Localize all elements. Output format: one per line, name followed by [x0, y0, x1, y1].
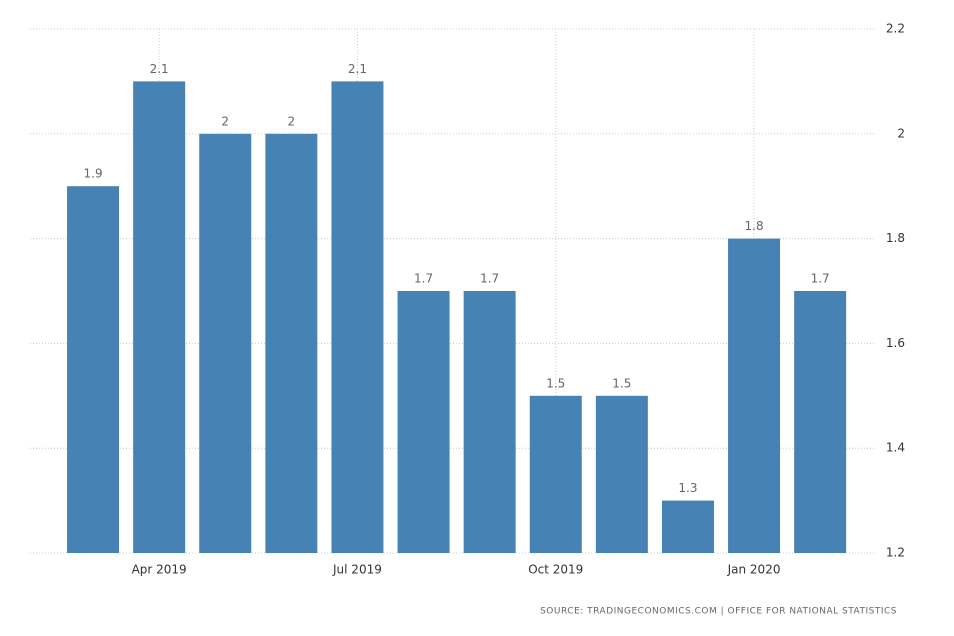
y-tick-label: 1.2 — [886, 546, 905, 560]
value-label: 1.3 — [678, 481, 697, 495]
value-label: 1.7 — [811, 272, 830, 286]
y-tick-label: 2 — [897, 126, 905, 140]
value-label: 2 — [221, 114, 229, 128]
value-label: 1.5 — [612, 376, 631, 390]
bar — [529, 395, 582, 553]
value-label: 1.7 — [414, 272, 433, 286]
value-label: 1.7 — [480, 272, 499, 286]
y-tick-label: 1.8 — [886, 231, 905, 245]
x-tick-label: Jul 2019 — [332, 563, 382, 577]
bar — [133, 81, 186, 554]
y-tick-label: 1.6 — [886, 336, 905, 350]
value-label: 1.8 — [745, 219, 764, 233]
bar — [265, 133, 318, 554]
value-label: 2 — [288, 114, 296, 128]
bar — [199, 133, 252, 554]
x-tick-label: Apr 2019 — [132, 563, 187, 577]
x-tick-label: Oct 2019 — [528, 563, 583, 577]
bar — [397, 291, 450, 553]
value-label: 1.9 — [84, 167, 103, 181]
value-label: 2.1 — [150, 62, 169, 76]
x-tick-label: Jan 2020 — [727, 563, 781, 577]
value-label: 1.5 — [546, 376, 565, 390]
bar — [463, 291, 516, 553]
bar — [661, 500, 714, 553]
bar — [728, 238, 781, 553]
y-tick-label: 1.4 — [886, 441, 905, 455]
bar — [331, 81, 384, 554]
bar — [794, 291, 847, 553]
bar — [595, 395, 648, 553]
bar — [67, 186, 120, 553]
source: SOURCE: TRADINGECONOMICS.COM | OFFICE FO… — [540, 607, 897, 617]
y-tick-label: 2.2 — [886, 22, 905, 36]
value-label: 2.1 — [348, 62, 367, 76]
